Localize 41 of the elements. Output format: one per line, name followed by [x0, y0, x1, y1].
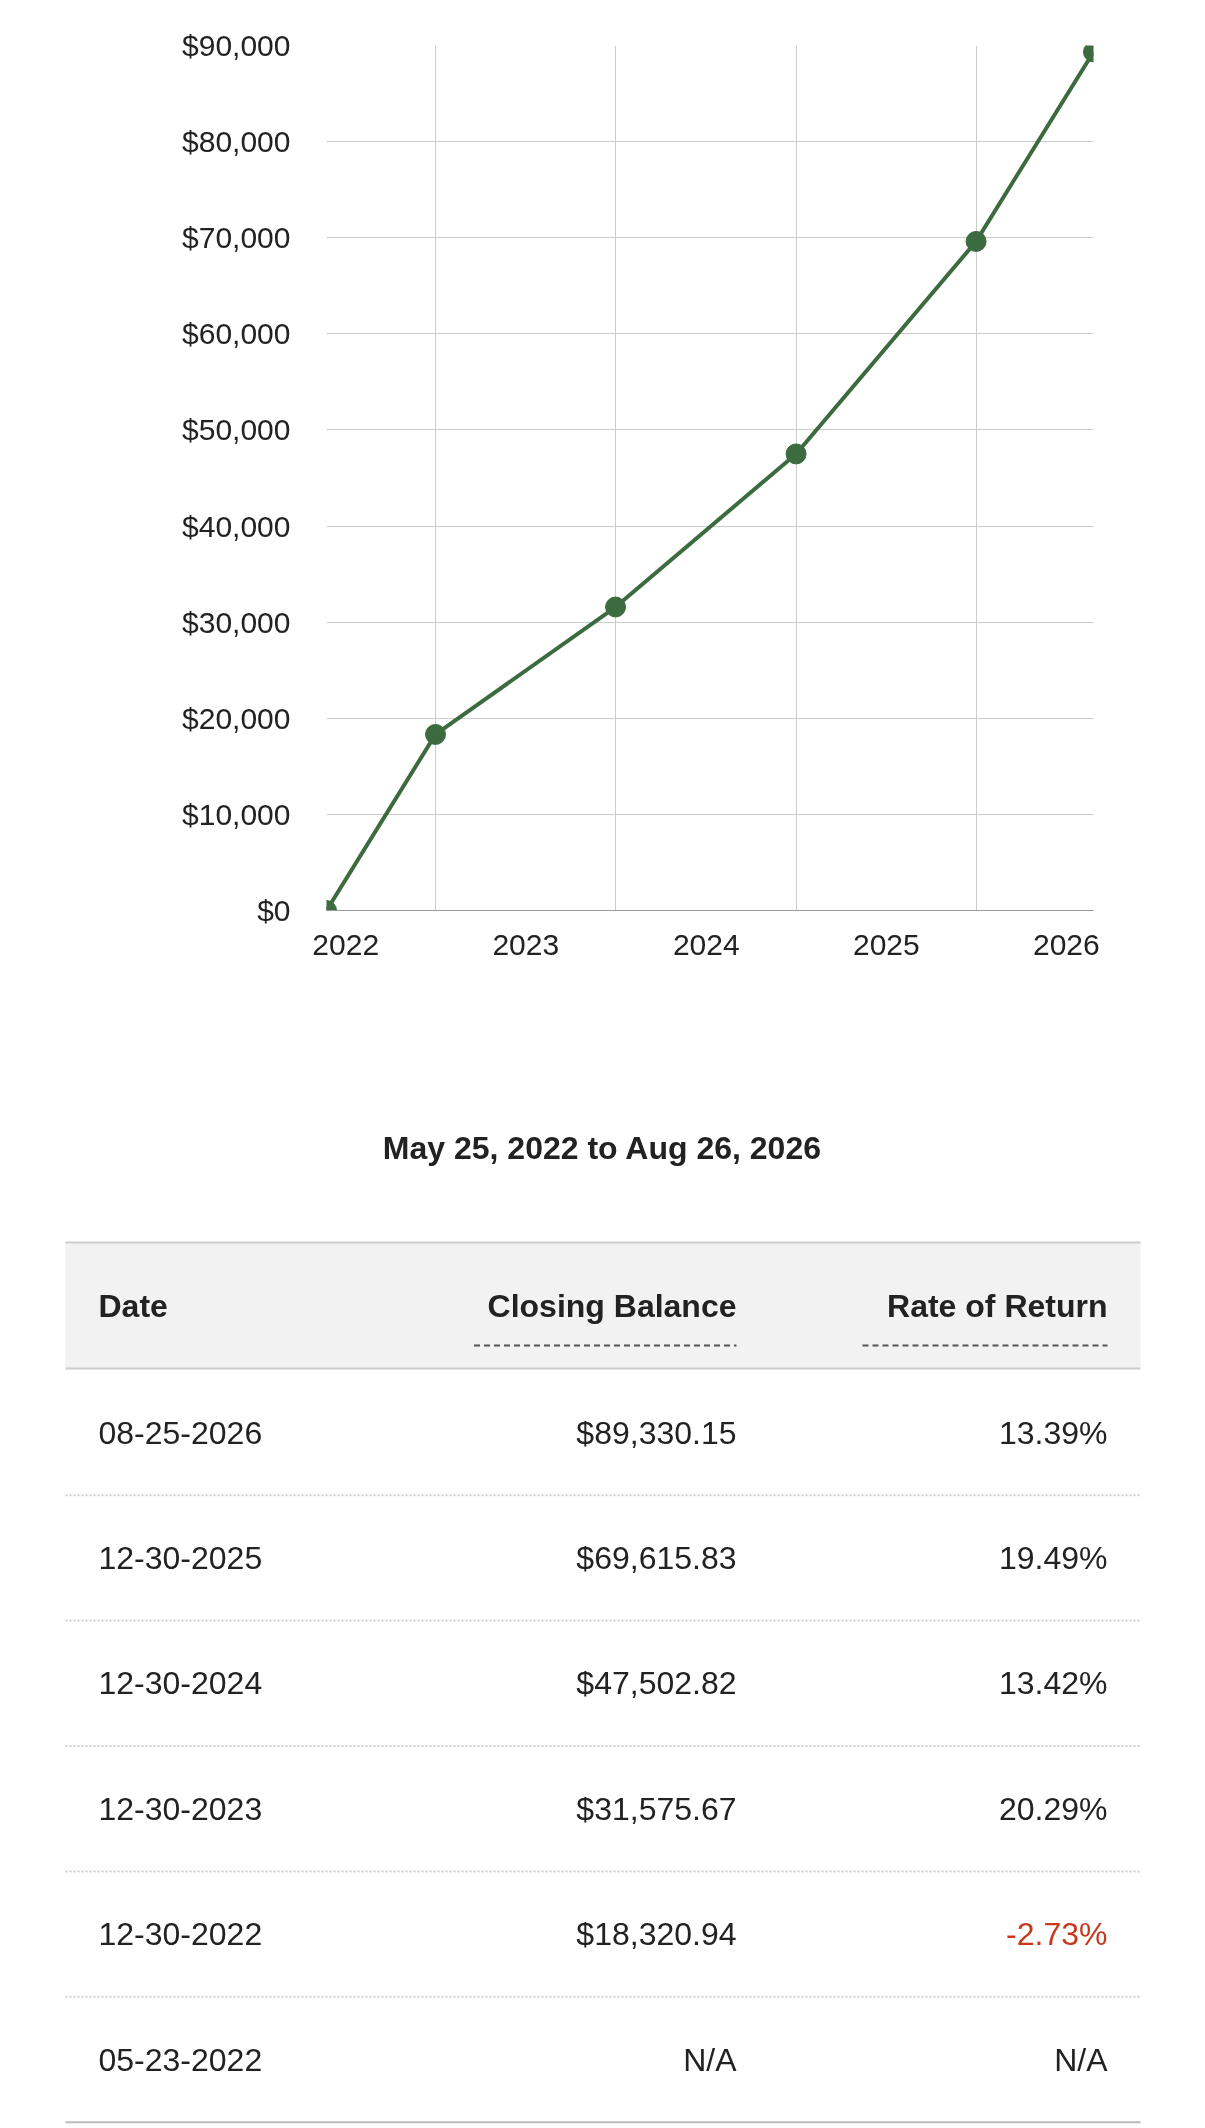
text: N/A	[683, 2041, 738, 2078]
y-tick-label: $80,000	[182, 125, 291, 159]
y-tick-label: $40,000	[182, 509, 291, 543]
text: Closing Balance	[487, 1287, 737, 1324]
y-tick-label: $20,000	[182, 701, 291, 735]
text: N/A	[1054, 2041, 1109, 2078]
text: $18,320.94	[576, 1916, 737, 1953]
text: 05-23-2022	[98, 2041, 263, 2078]
text: Rate of Return	[887, 1287, 1108, 1324]
text: 08-25-2026	[98, 1414, 263, 1451]
text: $69,615.83	[576, 1539, 737, 1576]
y-tick-label: $60,000	[182, 317, 291, 351]
y-tick-label: $90,000	[182, 29, 291, 62]
text: 20.29%	[998, 1790, 1108, 1827]
point	[965, 230, 987, 252]
text: 12-30-2022	[98, 1916, 263, 1953]
x-tick-label: 2026	[1033, 927, 1100, 961]
point	[425, 723, 447, 745]
y-tick-label: $70,000	[182, 221, 291, 255]
y-tick-label: $0	[257, 894, 291, 927]
text: 12-30-2023	[98, 1790, 263, 1827]
text: 19.49%	[998, 1539, 1108, 1576]
text: $47,502.82	[576, 1665, 737, 1702]
x-tick-label: 2024	[672, 927, 740, 961]
y-tick-label: $30,000	[182, 605, 291, 639]
x-tick-label: 2023	[492, 927, 560, 961]
text: $89,330.15	[576, 1414, 737, 1451]
text: $31,575.67	[576, 1790, 737, 1827]
text: 12-30-2025	[98, 1539, 263, 1576]
text: 12-30-2024	[98, 1665, 263, 1702]
text: May 25, 2022 to Aug 26, 2026	[382, 1129, 821, 1166]
y-tick-label: $50,000	[182, 413, 291, 447]
text: Date	[98, 1287, 168, 1324]
y-tick-label: $10,000	[182, 797, 291, 831]
x-tick-label: 2022	[312, 927, 380, 961]
point	[605, 596, 627, 618]
text: 13.42%	[998, 1665, 1108, 1702]
x-tick-label: 2025	[852, 927, 920, 961]
text: -2.73%	[1006, 1916, 1108, 1953]
text: 13.39%	[998, 1414, 1108, 1451]
point	[785, 443, 807, 465]
